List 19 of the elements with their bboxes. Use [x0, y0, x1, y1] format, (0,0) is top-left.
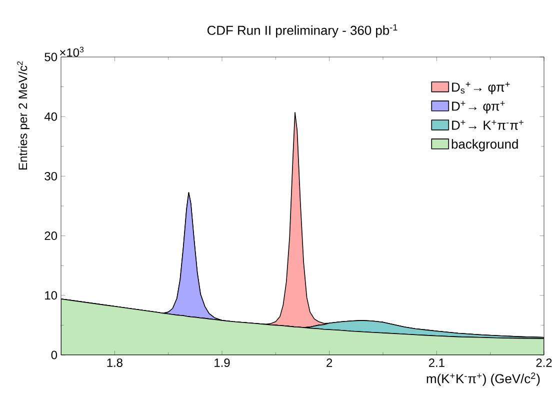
x-tick-label: 2 — [326, 358, 332, 367]
legend-label: D$_{s}$$^{+}$→ φπ$^{+}$ — [452, 82, 510, 94]
y-tick-label: 10 — [45, 291, 58, 300]
x-tick-label: 2.1 — [428, 358, 444, 367]
x-tick-label: 1.8 — [107, 358, 122, 367]
chart-title: CDF Run II preliminary - 360 pb$^{-1}$ — [207, 24, 398, 38]
x-tick-label: 1.9 — [214, 358, 230, 367]
text: m(K$^{+}$K$^{-}$π$^{+}$) (GeV/c$^{2}$) — [426, 372, 540, 386]
y-axis-title: Entries per 2 MeV/c$^{2}$ — [17, 61, 30, 170]
legend-label: D$^{+}$→ K$^{+}$π$^{-}$π$^{+}$ — [452, 120, 524, 130]
y-tick-label: 40 — [44, 112, 58, 121]
x-tick-label: 2.2 — [536, 358, 552, 367]
y-tick-label: 50 — [44, 52, 58, 62]
legend-label: D$^{+}$→ φπ$^{+}$ — [452, 101, 505, 114]
legend-label: background — [452, 139, 518, 152]
y-tick-label: 20 — [44, 232, 58, 240]
text: ×10$^{3}$ — [60, 46, 84, 57]
y-tick-label: 0 — [51, 350, 58, 360]
y-tick-label: 30 — [44, 172, 58, 180]
